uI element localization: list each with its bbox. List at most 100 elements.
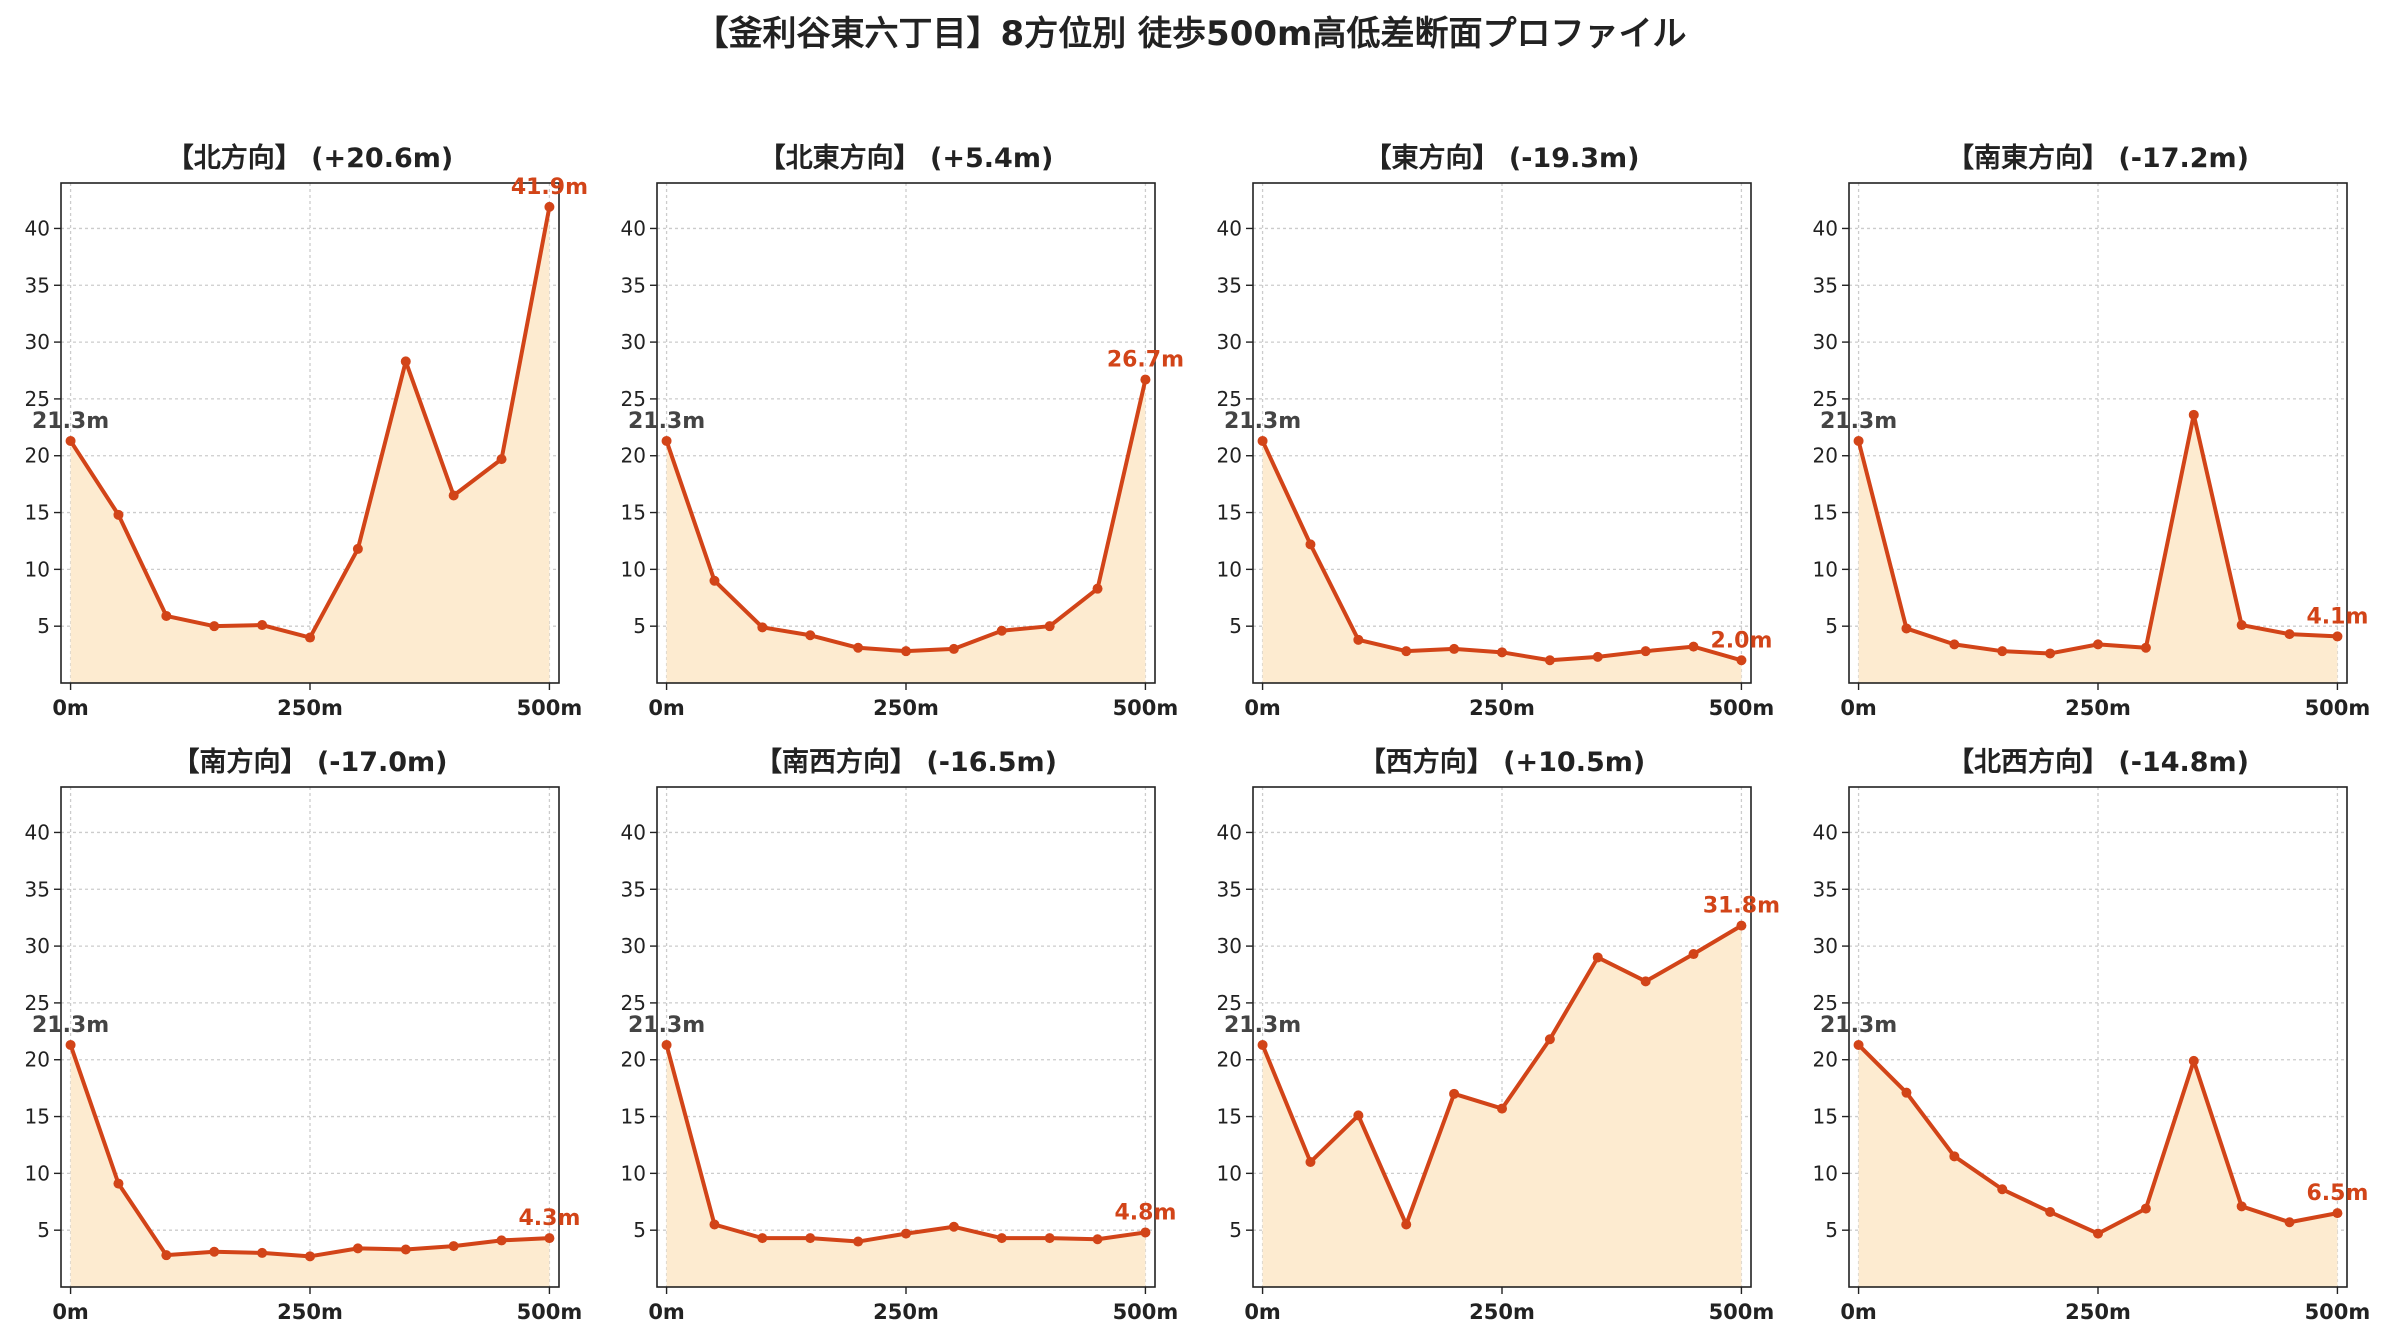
elevation-area xyxy=(1858,414,2338,683)
data-point xyxy=(1901,623,1912,634)
y-tick-label: 30 xyxy=(1217,330,1242,354)
panel-title: 【北西方向】 (-14.8m) xyxy=(1947,746,2249,778)
data-point xyxy=(996,1233,1007,1244)
y-tick-label: 40 xyxy=(25,216,50,240)
data-point xyxy=(257,620,268,631)
chart-panel-7: 5 10 15 20 25 30 35 40 0m 250m 500m 【西方向】 (+10.5m) 2… xyxy=(1217,746,1780,1324)
data-point xyxy=(257,1247,268,1258)
y-tick-label: 25 xyxy=(1813,387,1838,411)
x-tick-label: 0m xyxy=(648,696,685,720)
data-point xyxy=(1092,1234,1103,1245)
data-point xyxy=(65,1039,76,1050)
y-tick-label: 5 xyxy=(633,1218,646,1242)
y-tick-label: 15 xyxy=(621,501,646,525)
y-tick-label: 10 xyxy=(621,1161,646,1185)
x-tick-label: 500m xyxy=(2305,1300,2371,1324)
y-tick-label: 15 xyxy=(1217,1105,1242,1129)
data-point xyxy=(305,1251,315,1262)
data-point xyxy=(709,575,720,586)
y-tick-label: 15 xyxy=(621,1105,646,1129)
y-tick-label: 30 xyxy=(1813,934,1838,958)
panel-title: 【南西方向】 (-16.5m) xyxy=(755,746,1057,778)
y-tick-label: 30 xyxy=(1813,330,1838,354)
end-elevation-label: 31.8m xyxy=(1703,894,1780,919)
y-tick-label: 25 xyxy=(1217,991,1242,1015)
x-tick-label: 0m xyxy=(52,696,89,720)
y-tick-label: 20 xyxy=(25,1048,50,1072)
data-point xyxy=(2045,648,2056,659)
y-tick-label: 30 xyxy=(621,330,646,354)
y-tick-label: 35 xyxy=(1217,877,1242,901)
end-elevation-label: 4.8m xyxy=(1114,1200,1176,1225)
elevation-area xyxy=(1262,440,1742,683)
y-tick-label: 20 xyxy=(621,1048,646,1072)
x-tick-label: 250m xyxy=(1469,696,1535,720)
data-point xyxy=(1949,639,1960,650)
y-tick-label: 10 xyxy=(1217,1161,1242,1185)
panel-title: 【南東方向】 (-17.2m) xyxy=(1947,142,2249,174)
x-tick-label: 250m xyxy=(2065,696,2131,720)
start-elevation-label: 21.3m xyxy=(32,1013,109,1038)
data-point xyxy=(1997,1184,2008,1195)
y-tick-label: 30 xyxy=(1217,934,1242,958)
data-point xyxy=(2093,1228,2103,1239)
y-tick-label: 25 xyxy=(1813,991,1838,1015)
y-tick-label: 15 xyxy=(1217,501,1242,525)
panel-title: 【西方向】 (+10.5m) xyxy=(1359,746,1645,778)
data-point xyxy=(1997,646,2008,657)
data-point xyxy=(544,1233,555,1244)
data-point xyxy=(901,1228,911,1239)
y-tick-label: 35 xyxy=(621,273,646,297)
start-elevation-label: 21.3m xyxy=(628,409,705,434)
y-tick-label: 35 xyxy=(1217,273,1242,297)
y-tick-label: 20 xyxy=(1813,1048,1838,1072)
y-tick-label: 15 xyxy=(25,1105,50,1129)
data-point xyxy=(948,1221,959,1232)
data-point xyxy=(1497,647,1507,658)
panel-title: 【北方向】 (+20.6m) xyxy=(167,142,453,174)
data-point xyxy=(1353,634,1364,645)
data-point xyxy=(113,1178,124,1189)
start-elevation-label: 21.3m xyxy=(1820,409,1897,434)
data-point xyxy=(2045,1207,2056,1217)
chart-panel-5: 5 10 15 20 25 30 35 40 0m 250m 500m 【南方向】 (-17.0m) 2… xyxy=(25,746,583,1324)
x-tick-label: 250m xyxy=(277,696,343,720)
x-tick-label: 500m xyxy=(1113,1300,1179,1324)
x-tick-label: 500m xyxy=(517,1300,583,1324)
data-point xyxy=(1305,1157,1316,1167)
x-tick-label: 500m xyxy=(1709,696,1775,720)
x-tick-label: 0m xyxy=(648,1300,685,1324)
y-tick-label: 20 xyxy=(1813,444,1838,468)
y-tick-label: 25 xyxy=(25,387,50,411)
data-point xyxy=(996,625,1007,636)
data-point xyxy=(757,1233,768,1244)
start-elevation-label: 21.3m xyxy=(32,409,109,434)
data-point xyxy=(113,509,124,520)
x-tick-label: 250m xyxy=(1469,1300,1535,1324)
start-elevation-label: 21.3m xyxy=(1820,1013,1897,1038)
data-point xyxy=(709,1219,720,1230)
x-tick-label: 0m xyxy=(1244,696,1281,720)
x-tick-label: 0m xyxy=(52,1300,89,1324)
y-tick-label: 25 xyxy=(621,991,646,1015)
data-point xyxy=(1853,1039,1864,1050)
figure-title: 【釜利谷東六丁目】8方位別 徒歩500m高低差断面プロファイル xyxy=(694,14,1687,54)
y-tick-label: 25 xyxy=(25,991,50,1015)
x-tick-label: 250m xyxy=(277,1300,343,1324)
data-point xyxy=(1688,641,1699,652)
y-tick-label: 25 xyxy=(621,387,646,411)
elevation-area xyxy=(1262,925,1742,1287)
data-point xyxy=(2188,1055,2199,1066)
data-point xyxy=(161,1250,172,1261)
y-tick-label: 35 xyxy=(25,273,50,297)
data-point xyxy=(1401,646,1412,657)
start-elevation-label: 21.3m xyxy=(628,1013,705,1038)
data-point xyxy=(1736,920,1747,931)
data-point xyxy=(400,1244,411,1255)
y-tick-label: 40 xyxy=(621,820,646,844)
chart-panel-8: 5 10 15 20 25 30 35 40 0m 250m 500m 【北西方向】 (-14.8m)… xyxy=(1813,746,2371,1324)
data-point xyxy=(1592,651,1603,662)
y-tick-label: 40 xyxy=(1813,820,1838,844)
data-point xyxy=(1305,539,1316,550)
